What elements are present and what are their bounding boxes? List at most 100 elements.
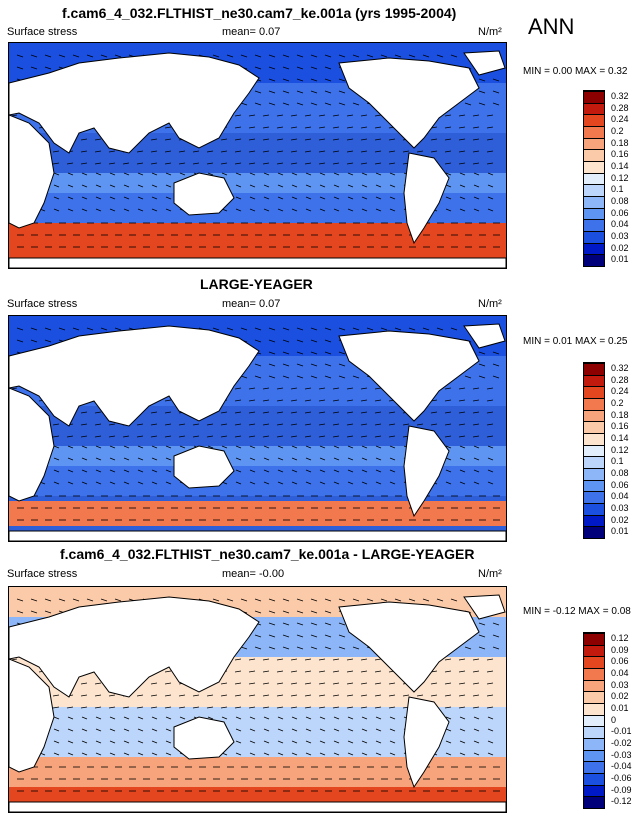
field-band: [9, 501, 506, 526]
wind-stress-arrow: [305, 172, 312, 176]
wind-stress-arrow: [81, 728, 88, 732]
wind-stress-arrow: [318, 670, 326, 673]
wind-stress-arrow: [305, 481, 312, 485]
wind-stress-arrow: [67, 196, 74, 200]
wind-stress-arrow: [478, 90, 486, 94]
wind-stress-arrow: [388, 682, 396, 685]
wind-stress-arrow: [310, 363, 318, 367]
colorbar-segment: [584, 184, 604, 196]
colorbar-label: 0.24: [611, 114, 629, 125]
wind-stress-arrow: [150, 150, 158, 153]
wind-stress-arrow: [318, 694, 326, 697]
land-mass: [403, 696, 450, 789]
wind-stress-arrow: [389, 457, 396, 461]
colorbar-label: 0.2: [611, 125, 624, 136]
wind-stress-arrow: [375, 184, 382, 188]
wind-stress-arrow: [234, 435, 242, 438]
wind-stress-arrow: [459, 728, 466, 732]
wind-stress-arrow: [459, 172, 466, 176]
wind-stress-arrow: [459, 469, 466, 473]
wind-stress-arrow: [389, 716, 396, 720]
wind-stress-arrow: [487, 740, 494, 744]
wind-stress-arrow: [277, 728, 284, 732]
wind-stress-arrow: [360, 706, 368, 709]
wind-stress-arrow: [58, 327, 66, 331]
wind-stress-arrow: [324, 66, 332, 70]
wind-stress-arrow: [375, 208, 382, 212]
wind-stress-arrow: [52, 423, 60, 426]
land-mass: [338, 330, 480, 422]
wind-stress-arrow: [487, 172, 494, 176]
colorbar-segment: [584, 633, 604, 645]
wind-stress-arrow: [249, 752, 256, 756]
wind-stress-arrow: [30, 610, 38, 614]
colorbar-segment: [584, 444, 604, 457]
wind-stress-arrow: [291, 481, 298, 485]
wind-stress-arrow: [324, 634, 332, 638]
wind-stress-arrow: [332, 706, 340, 709]
wind-stress-arrow: [324, 610, 332, 614]
wind-stress-arrow: [53, 184, 60, 188]
wind-stress-arrow: [290, 387, 298, 390]
wind-stress-arrow: [408, 598, 416, 602]
wind-stress-arrow: [338, 622, 346, 626]
wind-stress-arrow: [249, 457, 256, 461]
wind-stress-arrow: [67, 208, 74, 212]
wind-stress-arrow: [137, 716, 144, 720]
wind-stress-arrow: [80, 162, 88, 165]
wind-stress-arrow: [165, 457, 172, 461]
wind-stress-arrow: [458, 387, 466, 390]
wind-stress-arrow: [310, 375, 318, 379]
wind-stress-arrow: [324, 90, 332, 94]
wind-stress-arrow: [95, 184, 102, 188]
wind-stress-arrow: [304, 162, 312, 165]
wind-stress-arrow: [388, 138, 396, 141]
wind-stress-arrow: [248, 435, 256, 438]
wind-stress-arrow: [304, 435, 312, 438]
colorbar-label: -0.12: [611, 796, 632, 807]
wind-stress-arrow: [318, 138, 326, 141]
wind-stress-arrow: [268, 610, 276, 614]
wind-stress-arrow: [360, 126, 368, 129]
colorbar-segment: [584, 196, 604, 208]
wind-stress-arrow: [44, 610, 52, 614]
wind-stress-arrow: [290, 658, 298, 661]
wind-stress-arrow: [296, 598, 304, 602]
wind-stress-arrow: [123, 196, 130, 200]
wind-stress-arrow: [249, 208, 256, 212]
wind-stress-arrow: [165, 716, 172, 720]
wind-stress-arrow: [319, 184, 326, 188]
panel3-title: f.cam6_4_032.FLTHIST_ne30.cam7_ke.001a -…: [60, 546, 475, 562]
wind-stress-arrow: [445, 445, 452, 449]
colorbar-segment: [584, 479, 604, 492]
wind-stress-arrow: [380, 598, 388, 602]
wind-stress-arrow: [276, 138, 284, 141]
wind-stress-arrow: [262, 694, 270, 697]
wind-stress-arrow: [310, 102, 318, 106]
wind-stress-arrow: [319, 208, 326, 212]
wind-stress-arrow: [366, 598, 374, 602]
wind-stress-arrow: [277, 184, 284, 188]
wind-stress-arrow: [123, 716, 130, 720]
wind-stress-arrow: [66, 162, 74, 165]
wind-stress-arrow: [95, 172, 102, 176]
panel1-mean: mean= 0.07: [222, 26, 281, 38]
wind-stress-arrow: [374, 138, 382, 141]
wind-stress-arrow: [361, 469, 368, 473]
wind-stress-arrow: [338, 102, 346, 106]
wind-stress-arrow: [150, 682, 158, 685]
colorbar-segment: [584, 409, 604, 422]
wind-stress-arrow: [268, 54, 276, 58]
wind-stress-arrow: [123, 445, 130, 449]
wind-stress-arrow: [192, 423, 200, 426]
wind-stress-arrow: [165, 208, 172, 212]
wind-stress-arrow: [95, 716, 102, 720]
wind-stress-arrow: [318, 399, 326, 402]
wind-stress-arrow: [361, 445, 368, 449]
wind-stress-arrow: [472, 138, 480, 141]
wind-stress-arrow: [165, 469, 172, 473]
wind-stress-arrow: [459, 457, 466, 461]
wind-stress-arrow: [95, 196, 102, 200]
wind-stress-arrow: [150, 706, 158, 709]
field-band: [9, 446, 506, 466]
